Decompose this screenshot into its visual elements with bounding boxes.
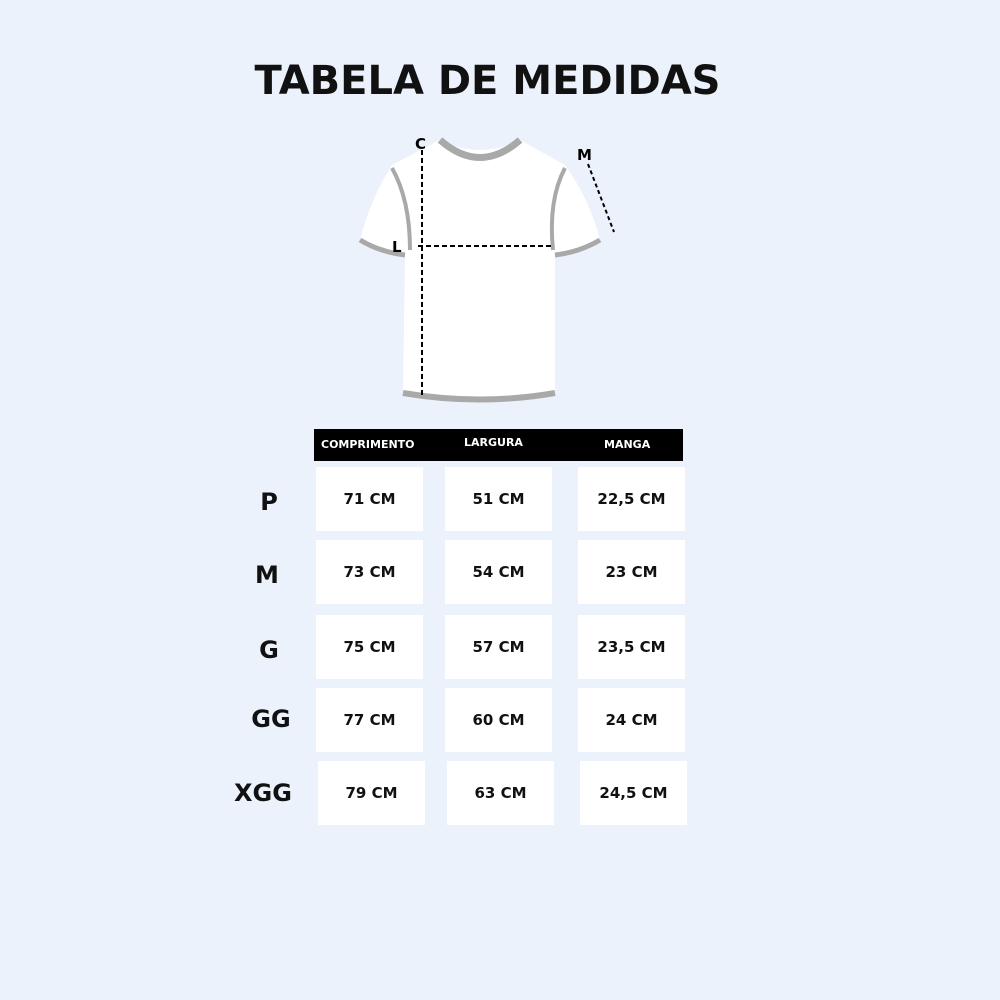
width-label: L (392, 238, 402, 256)
cell-largura: 63 CM (447, 761, 554, 825)
size-label: P (260, 488, 278, 516)
cell-manga: 23 CM (578, 540, 685, 604)
tshirt-diagram: C L M (358, 135, 615, 403)
sleeve-hem-left (358, 237, 406, 258)
header-comprimento: COMPRIMENTO (321, 438, 415, 451)
header-manga: MANGA (604, 438, 651, 451)
cell-comprimento: 75 CM (316, 615, 423, 679)
cell-comprimento: 79 CM (318, 761, 425, 825)
table-header: COMPRIMENTO LARGURA MANGA (314, 429, 683, 461)
cell-largura: 60 CM (445, 688, 552, 752)
cell-largura: 54 CM (445, 540, 552, 604)
sleeve-label: M (577, 146, 592, 164)
cell-manga: 24 CM (578, 688, 685, 752)
cell-comprimento: 77 CM (316, 688, 423, 752)
cell-comprimento: 73 CM (316, 540, 423, 604)
header-largura: LARGURA (464, 436, 523, 449)
page-title: TABELA DE MEDIDAS (254, 58, 721, 104)
size-label: XGG (234, 779, 292, 807)
collar-trim (437, 137, 523, 161)
length-label: C (415, 135, 426, 153)
cell-manga: 23,5 CM (578, 615, 685, 679)
cell-manga: 24,5 CM (580, 761, 687, 825)
cell-largura: 57 CM (445, 615, 552, 679)
cell-largura: 51 CM (445, 467, 552, 531)
sleeve-hem-right (554, 237, 602, 258)
size-label: G (259, 636, 279, 664)
size-label: M (255, 561, 279, 589)
sleeve-seam-right (549, 167, 567, 251)
cell-comprimento: 71 CM (316, 467, 423, 531)
tshirt-body (360, 140, 600, 401)
cell-manga: 22,5 CM (578, 467, 685, 531)
size-label: GG (251, 705, 291, 733)
sleeve-measure-line (587, 163, 615, 233)
bottom-hem (402, 390, 556, 403)
sleeve-seam-left (390, 167, 412, 251)
